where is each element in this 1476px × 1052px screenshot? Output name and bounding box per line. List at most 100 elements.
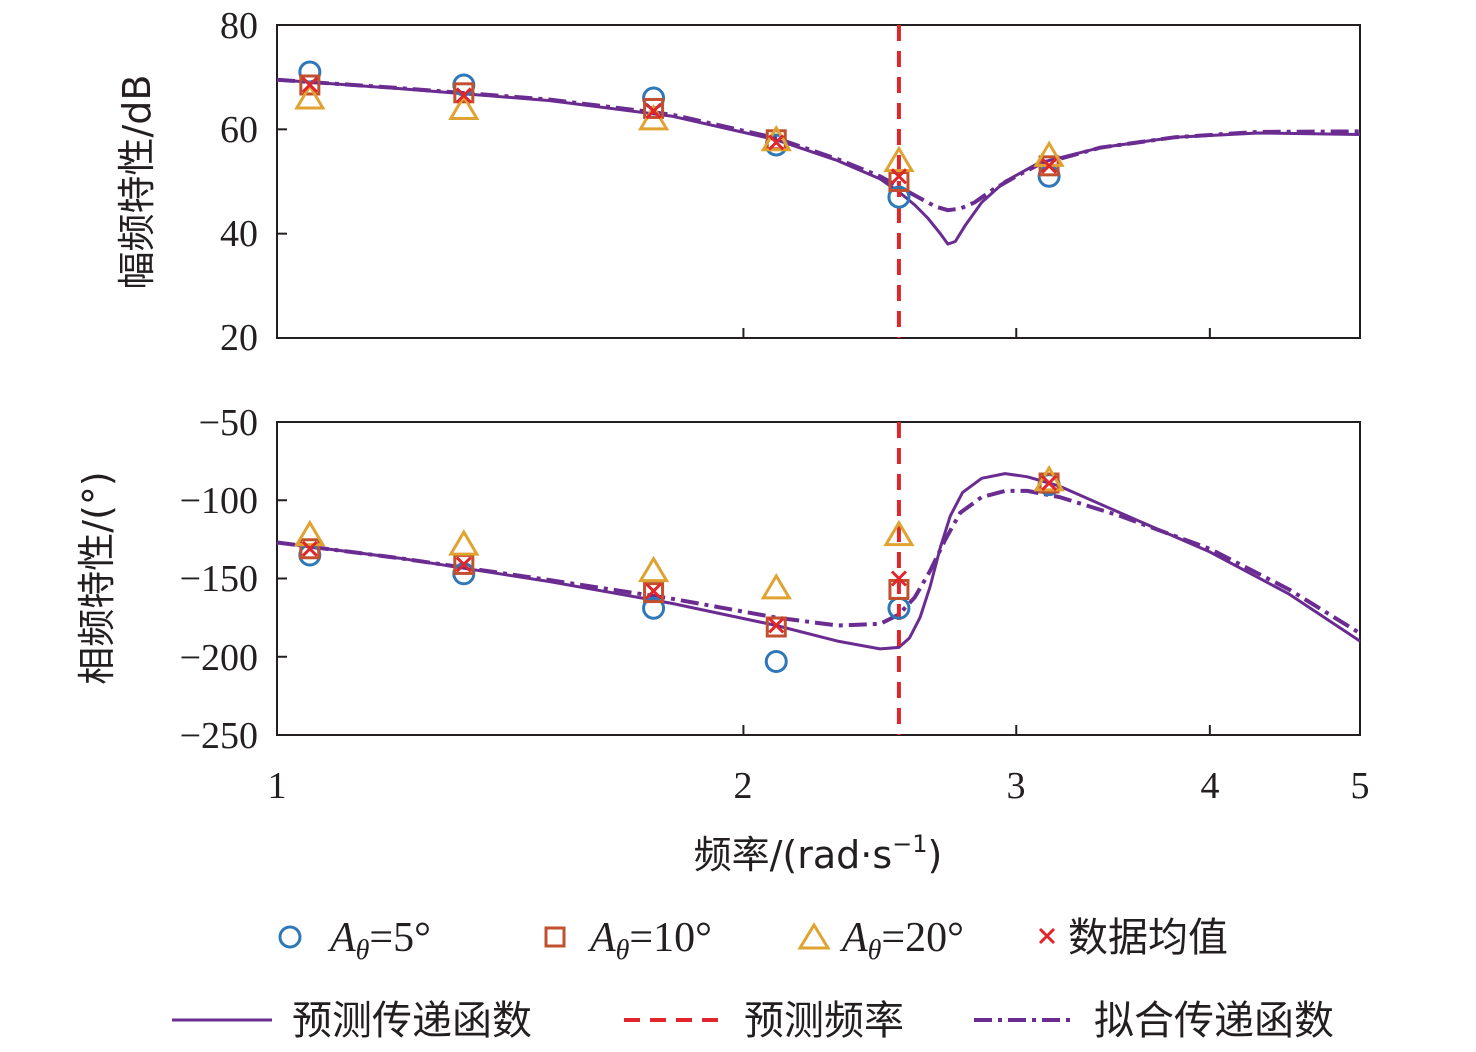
legend-a10-subscript: θ [616,935,630,966]
magnitude-mean-point [645,103,662,120]
legend-mean-label: 数据均值 [1068,915,1228,961]
magnitude-mean-point-stroke-b [301,76,318,94]
phase-ticks [277,421,1211,736]
legend-a20-subscript: θ [868,935,882,966]
phase-a20-point [637,555,670,583]
x-tick-label-1: 1 [268,765,287,807]
bottom-y-tick-label-minus50: −50 [199,402,258,444]
x-tick-label-5: 5 [1351,765,1370,807]
top-y-axis-title: 幅频特性/dB [115,75,159,290]
magnitude-mean-point [455,87,472,104]
magnitude-a20-point [883,145,915,173]
legend-a10-label: Aθ=10° [587,915,712,966]
legend-cross-marker-icon [1038,927,1056,945]
magnitude-a10-point [643,97,665,119]
x-axis-title-end: ) [928,833,943,877]
legend-predicted-freq-label: 预测频率 [744,998,904,1044]
x-tick-label-4: 4 [1201,765,1220,807]
magnitude-mean-point-stroke-b [890,168,907,185]
phase-fitted-tf-curve [276,488,1362,636]
magnitude-a20-point [760,124,792,152]
phase-a10-point [299,538,321,560]
phase-predicted-tf-curve [276,472,1361,651]
legend-a20-symbol: A [839,915,868,961]
phase-plot-frame [276,421,1361,736]
magnitude-mean-point [768,134,785,151]
phase-mean-point [890,570,907,587]
magnitude-a20-point [448,93,480,120]
top-y-tick-label-20: 20 [220,317,258,359]
magnitude-a10-point [299,74,321,96]
bottom-y-tick-label-minus250: −250 [180,715,258,757]
magnitude-mean-point [890,168,907,185]
magnitude-a10-point [888,171,910,192]
legend-triangle-marker-icon [797,922,831,950]
legend-a5-symbol: A [327,915,356,961]
phase-mean-point-stroke-b [1041,474,1058,492]
phase-a10-point [643,582,665,604]
phase-markers [294,464,1065,673]
legend-fitted-tf-label: 拟合传递函数 [1094,998,1334,1044]
magnitude-ticks [277,24,1211,339]
phase-a20-point [1033,464,1065,492]
phase-mean-point [645,582,662,600]
phase-mean-point [455,556,472,573]
legend-a20-label: Aθ=20° [839,915,964,966]
phase-a20-point [294,519,326,547]
magnitude-markers [294,60,1065,209]
top-y-tick-label-80: 80 [220,5,258,47]
legend-a5-label: Aθ=5° [327,915,431,966]
magnitude-mean-point-stroke-b [768,134,785,151]
phase-a20-point [883,519,915,547]
top-y-tick-label-40: 40 [220,213,258,255]
phase-a20-point [448,529,480,556]
phase-mean-point [768,617,785,634]
legend-square-marker-icon [544,926,566,948]
x-axis-title: 频率/(rad·s−1) [694,830,943,877]
magnitude-a5-point [298,60,322,84]
phase-a20-point [760,572,792,600]
magnitude-a10-point [453,82,475,104]
bottom-y-tick-label-minus100: −100 [180,480,258,522]
legend-a5-subscript: θ [356,935,370,966]
phase-mean-point [1041,474,1058,492]
phase-a5-point [642,596,666,620]
legend: Aθ=5° Aθ=10° Aθ=20° 数据均值 预测传递函数 预测频率 拟合传… [172,915,1334,1044]
magnitude-mean-point [1041,157,1058,174]
magnitude-mean-point [301,76,318,94]
x-tick-label-3: 3 [1007,765,1026,807]
phase-mean-point-stroke-b [890,570,907,587]
magnitude-a20-point [294,83,326,110]
legend-a10-symbol: A [587,915,616,961]
legend-circle-marker-icon [278,925,302,949]
top-y-tick-label-60: 60 [220,109,258,151]
phase-mean-point-stroke-b [301,540,318,557]
bottom-y-axis-title: 相频特性/(°) [75,471,119,684]
legend-predicted-tf-label: 预测传递函数 [292,998,532,1044]
bottom-y-tick-label-minus150: −150 [180,558,258,600]
magnitude-mean-point-stroke-b [645,103,662,120]
magnitude-mean-point-stroke-b [455,87,472,104]
magnitude-predicted-tf-curve [276,78,1361,246]
x-tick-label-2: 2 [734,765,753,807]
phase-curves [276,422,1362,735]
magnitude-fitted-tf-curve [276,77,1361,213]
magnitude-panel: 80 60 40 20 幅频特性/dB [115,5,1361,359]
phase-mean-point-stroke-b [645,582,662,600]
phase-mean-point-stroke-b [768,617,785,634]
bottom-y-tick-label-minus200: −200 [180,637,258,679]
x-axis-title-main: 频率/(rad·s [694,833,893,877]
phase-mean-point [301,540,318,557]
magnitude-a5-point [887,185,911,209]
phase-panel: −50 −100 −150 −200 −250 相频特性/(°) [75,402,1362,757]
phase-a10-point [765,616,787,638]
phase-mean-point-stroke-b [455,556,472,573]
phase-a5-point [764,649,788,673]
legend-a20-value: =20° [881,915,963,961]
legend-a5-value: =5° [369,915,430,961]
magnitude-plot-frame [276,24,1361,339]
x-axis-title-superscript: −1 [892,830,927,858]
magnitude-mean-point-stroke-b [1041,157,1058,174]
legend-a10-value: =10° [629,915,711,961]
